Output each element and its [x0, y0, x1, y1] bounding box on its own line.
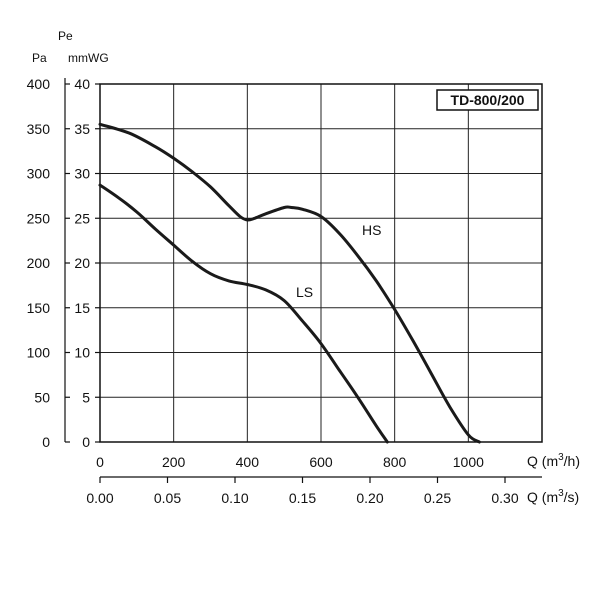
bottom-axes: 0 200 400 600 800 1000 0.00 0.05 0.10 0.15 0.20 0.2… [86, 454, 542, 506]
m3s-tick-label: 0.30 [491, 490, 518, 506]
x-axis-label-m3s-head: Q (m [527, 489, 558, 505]
x-axis-label-m3h-head: Q (m [527, 453, 558, 469]
mmwg-tick-label: 0 [82, 434, 90, 450]
mmwg-tick-label: 25 [74, 210, 90, 226]
pa-tick-label: 350 [27, 121, 51, 137]
x-axis-label-m3h-sup: 3 [558, 452, 564, 463]
pa-tick-label: 100 [27, 345, 51, 361]
x-axis-label-m3s-tail: /s) [564, 489, 580, 505]
curve-label-ls: LS [296, 284, 313, 300]
mmwg-tick-label: 20 [74, 255, 90, 271]
m3h-tick-label: 0 [96, 454, 104, 470]
pa-tick-label: 300 [27, 166, 51, 182]
curves: HS LS [98, 122, 481, 444]
m3h-tick-label: 600 [309, 454, 333, 470]
mmwg-tick-label: 10 [74, 345, 90, 361]
model-label-box: TD-800/200 [436, 89, 539, 111]
pa-tick-label: 0 [42, 434, 50, 450]
x-axis-label-m3h: Q (m3/h) [527, 452, 580, 469]
m3s-tick-label: 0.00 [86, 490, 113, 506]
pa-tick-label: 150 [27, 300, 51, 316]
model-label: TD-800/200 [451, 92, 525, 108]
m3s-tick-label: 0.05 [154, 490, 181, 506]
x-axis-label-m3s: Q (m3/s) [527, 488, 579, 505]
m3h-tick-label: 200 [162, 454, 186, 470]
mmwg-tick-label: 30 [74, 166, 90, 182]
mmwg-tick-label: 5 [82, 389, 90, 405]
grid-lines [100, 84, 542, 442]
mmwg-unit-label: mmWG [68, 51, 109, 65]
mmwg-tick-label: 35 [74, 121, 90, 137]
x-axis-label-m3h-tail: /h) [564, 453, 580, 469]
pe-unit-label: Pe [58, 29, 73, 43]
left-axes: 0 50 100 150 200 250 300 350 400 0 5 10 15 20 25 30 35 40 [27, 76, 100, 450]
m3s-tick-label: 0.20 [356, 490, 383, 506]
pa-unit-label: Pa [32, 51, 47, 65]
m3s-tick-label: 0.10 [221, 490, 248, 506]
x-axis-label-m3s-sup: 3 [558, 488, 564, 499]
mmwg-tick-label: 15 [74, 300, 90, 316]
mmwg-tick-label: 40 [74, 76, 90, 92]
curve-ls [98, 183, 389, 444]
pa-tick-label: 50 [34, 389, 50, 405]
curve-hs [98, 122, 481, 444]
pa-tick-label: 200 [27, 255, 51, 271]
m3h-tick-label: 800 [383, 454, 407, 470]
m3h-tick-label: 1000 [453, 454, 484, 470]
m3s-tick-label: 0.25 [424, 490, 451, 506]
m3s-tick-label: 0.15 [289, 490, 316, 506]
pa-tick-label: 250 [27, 210, 51, 226]
curve-label-hs: HS [362, 222, 381, 238]
pa-tick-label: 400 [27, 76, 51, 92]
m3h-tick-label: 400 [236, 454, 260, 470]
